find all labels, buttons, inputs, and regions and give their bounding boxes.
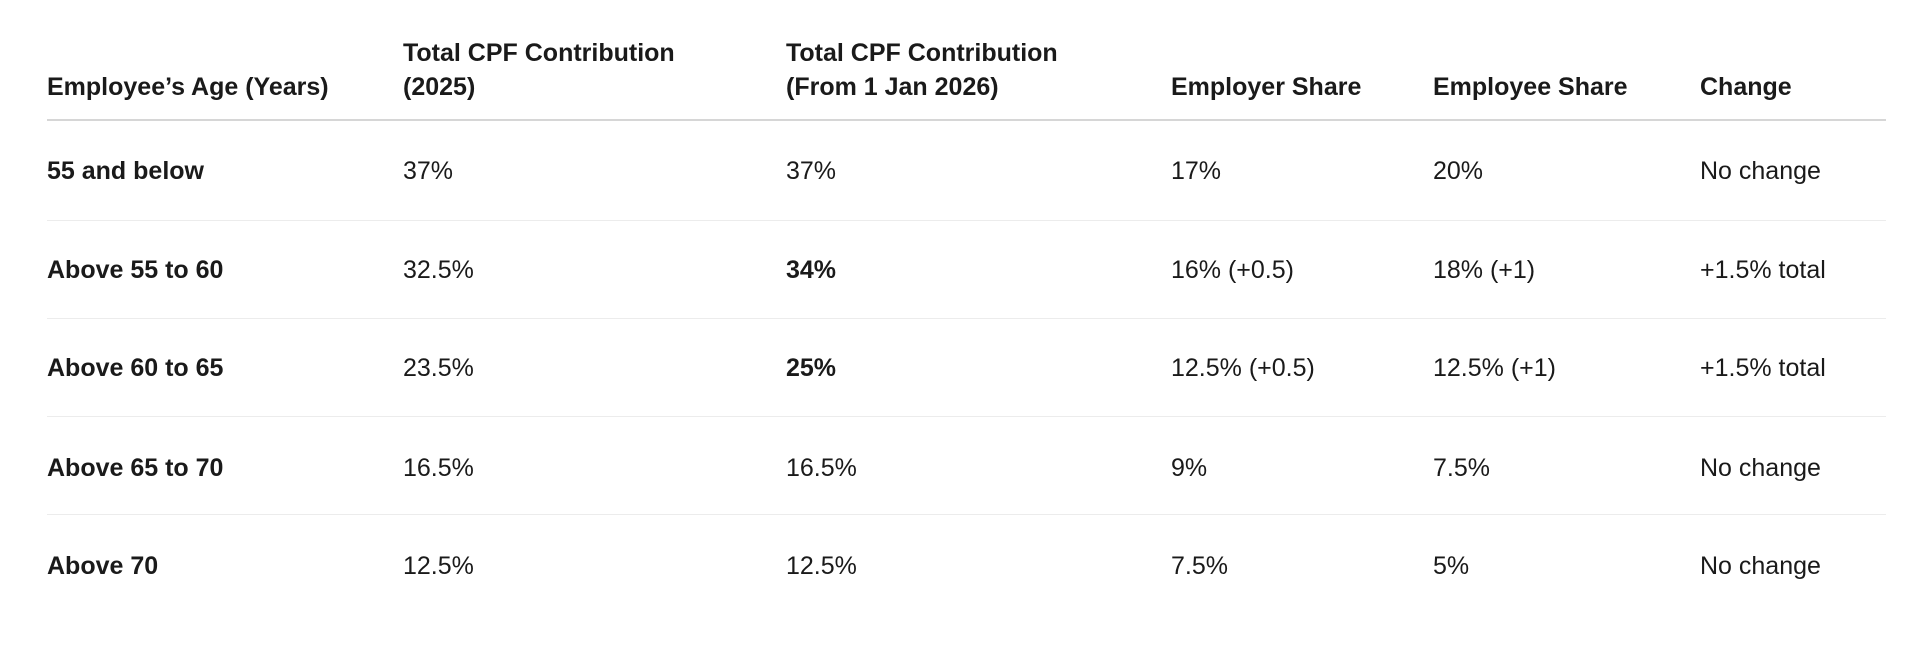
table-cell: 32.5% — [403, 256, 474, 284]
table-cell: 12.5% — [403, 552, 474, 580]
column-header: Employee’s Age (Years) — [47, 73, 329, 101]
column-header: Employee Share — [1433, 73, 1628, 101]
table-cell: 16% (+0.5) — [1171, 256, 1294, 284]
row-label: Above 70 — [47, 552, 159, 580]
table-cell: +1.5% total — [1700, 256, 1826, 284]
table-cell: 37% — [403, 157, 454, 185]
table-cell: 7.5% — [1171, 552, 1228, 580]
header-divider — [47, 119, 1886, 121]
table-cell: 9% — [1171, 454, 1208, 482]
row-label: Above 55 to 60 — [47, 256, 224, 284]
row-divider — [47, 416, 1886, 417]
table-cell: 34% — [786, 256, 837, 284]
table-cell: 20% — [1433, 157, 1484, 185]
column-header: Total CPF Contribution (From 1 Jan 2026) — [786, 39, 1058, 101]
table-cell: 7.5% — [1433, 454, 1490, 482]
table-cell: 16.5% — [403, 454, 474, 482]
column-header: Total CPF Contribution (2025) — [403, 39, 675, 101]
row-divider — [47, 220, 1886, 221]
table-cell: 12.5% (+1) — [1433, 354, 1556, 382]
table-cell: 12.5% — [786, 552, 857, 580]
table-cell: +1.5% total — [1700, 354, 1826, 382]
table-cell: 37% — [786, 157, 837, 185]
table-cell: No change — [1700, 454, 1821, 482]
table-cell: 25% — [786, 354, 837, 382]
row-divider — [47, 318, 1886, 319]
row-label: 55 and below — [47, 157, 204, 185]
table-cell: 18% (+1) — [1433, 256, 1536, 284]
row-label: Above 60 to 65 — [47, 354, 224, 382]
table-cell: No change — [1700, 157, 1821, 185]
table-cell: 5% — [1433, 552, 1470, 580]
row-label: Above 65 to 70 — [47, 454, 224, 482]
table-cell: 17% — [1171, 157, 1222, 185]
column-header: Employer Share — [1171, 73, 1362, 101]
table-cell: 12.5% (+0.5) — [1171, 354, 1315, 382]
table-cell: No change — [1700, 552, 1821, 580]
table-cell: 16.5% — [786, 454, 857, 482]
table-cell: 23.5% — [403, 354, 474, 382]
column-header: Change — [1700, 73, 1792, 101]
row-divider — [47, 514, 1886, 515]
